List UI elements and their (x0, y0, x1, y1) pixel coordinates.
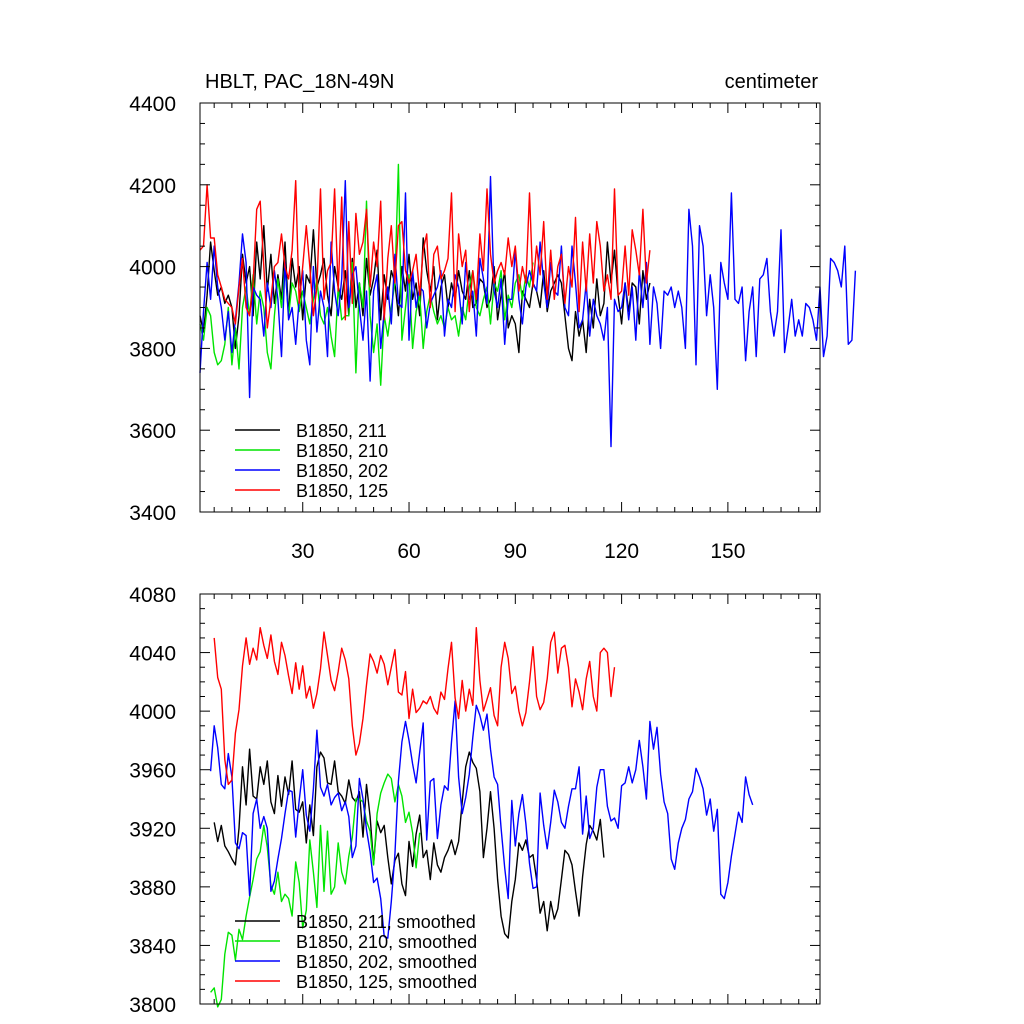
legend-label: B1850, 210, smoothed (296, 932, 477, 952)
legend-label: B1850, 210 (296, 441, 388, 461)
legend-label: B1850, 125 (296, 481, 388, 501)
units-label: centimeter (725, 71, 819, 93)
x-tick-label: 90 (504, 540, 527, 563)
legend-label: B1850, 202 (296, 461, 388, 481)
legend-label: B1850, 211, smoothed (296, 912, 476, 932)
y-tick-label: 3800 (129, 994, 176, 1017)
x-tick-label: 30 (291, 540, 314, 563)
y-tick-label: 4080 (129, 584, 176, 607)
y-tick-label: 3400 (129, 502, 176, 525)
y-tick-label: 3840 (129, 935, 176, 958)
y-tick-label: 3800 (129, 338, 176, 361)
series-line-4 (213, 627, 616, 786)
plot-frame (199, 102, 821, 513)
series-line-1 (199, 224, 651, 362)
series-line-1 (213, 748, 605, 939)
bottom-panel: 3800 3840 3880 3920 3960 4000 4040 4080 B1850, 2… (129, 584, 821, 1017)
y-tick-label: 4040 (129, 643, 176, 666)
y-tick-label: 3880 (129, 877, 176, 900)
series-line-3 (199, 175, 857, 448)
legend-label: B1850, 125, smoothed (296, 972, 477, 992)
x-tick-label: 60 (397, 540, 420, 563)
y-tick-label: 3600 (129, 420, 176, 443)
legend-label: B1850, 202, smoothed (296, 952, 477, 972)
series-line-4 (199, 179, 651, 329)
series-line-2 (210, 773, 421, 1008)
y-tick-label: 3920 (129, 818, 176, 841)
y-tick-label: 3960 (129, 760, 176, 783)
y-tick-label: 4200 (129, 175, 176, 198)
y-tick-label: 4000 (129, 701, 176, 724)
y-tick-label: 4400 (129, 93, 176, 116)
y-tick-label: 4000 (129, 257, 176, 280)
top-panel: 3400 3600 3800 4000 4200 4400 30 60 90 120 150 B185… (129, 93, 857, 563)
x-tick-label: 150 (710, 540, 745, 563)
chart-title: HBLT, PAC_18N-49N (205, 71, 394, 93)
x-tick-label: 120 (604, 540, 639, 563)
legend-label: B1850, 211 (296, 421, 387, 441)
series-line-3 (209, 700, 754, 939)
